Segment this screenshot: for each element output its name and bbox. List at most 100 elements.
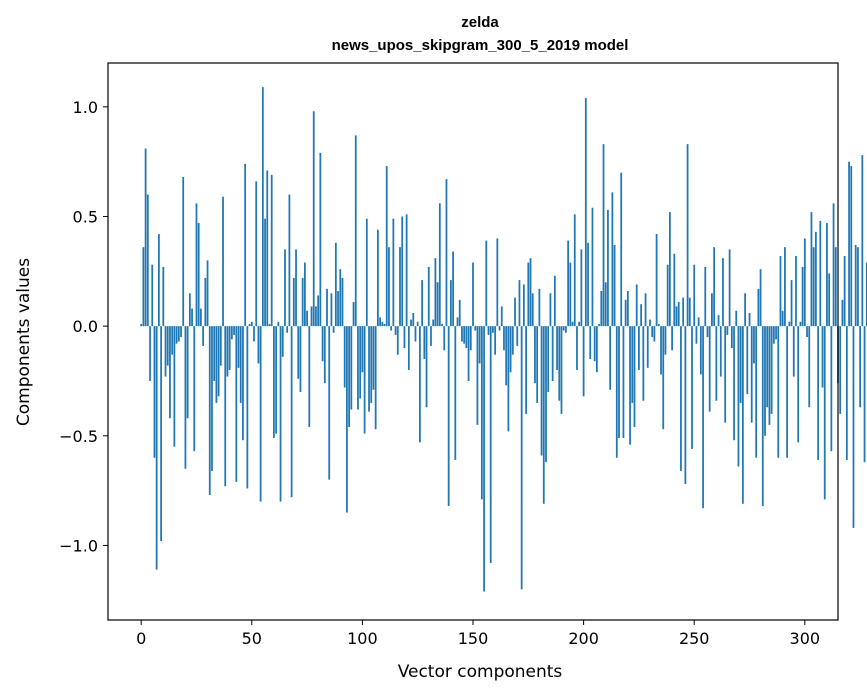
bar xyxy=(390,326,393,331)
bar xyxy=(195,203,198,327)
bar xyxy=(273,326,275,438)
bar xyxy=(474,326,477,331)
bar xyxy=(828,273,831,327)
bar xyxy=(259,326,262,502)
bar xyxy=(635,284,638,327)
y-axis-label: Components values xyxy=(14,258,34,426)
bar xyxy=(688,297,691,327)
bar xyxy=(784,247,786,327)
bar xyxy=(553,275,556,327)
bar xyxy=(735,310,738,327)
bar xyxy=(551,326,554,381)
bar xyxy=(388,247,390,327)
bar xyxy=(799,321,802,327)
bar xyxy=(350,326,353,410)
bar xyxy=(660,326,662,375)
bar xyxy=(576,326,578,371)
bar xyxy=(419,326,421,443)
bar xyxy=(186,326,189,419)
bar xyxy=(394,326,397,335)
bar xyxy=(374,326,377,430)
bar xyxy=(525,326,527,414)
bar xyxy=(458,299,461,327)
bar xyxy=(843,255,846,327)
bar xyxy=(755,326,758,458)
bar xyxy=(768,326,771,425)
bar xyxy=(600,291,603,327)
bar xyxy=(228,326,231,371)
bar xyxy=(626,291,629,327)
bar xyxy=(792,326,795,377)
bar xyxy=(270,174,273,327)
bar xyxy=(299,326,302,392)
bar xyxy=(412,312,415,327)
bar xyxy=(810,212,813,327)
bar xyxy=(162,266,165,327)
bar xyxy=(180,326,182,338)
bar xyxy=(573,214,576,327)
bar xyxy=(558,326,561,401)
y-tick-label: 0.0 xyxy=(73,317,98,336)
bar xyxy=(717,315,720,327)
bar xyxy=(385,166,388,327)
bar xyxy=(171,326,174,355)
bar xyxy=(230,326,233,340)
bar xyxy=(772,326,775,344)
bar xyxy=(341,277,344,327)
bar xyxy=(244,163,247,327)
bar xyxy=(620,172,623,327)
bar xyxy=(368,326,370,412)
bar xyxy=(348,326,351,428)
bar xyxy=(604,282,607,327)
y-tick-label: −1.0 xyxy=(59,536,98,555)
bar xyxy=(711,293,713,327)
bar xyxy=(423,326,426,360)
bar xyxy=(569,262,572,327)
bar xyxy=(447,326,450,506)
bar xyxy=(365,218,368,327)
bar xyxy=(549,293,552,327)
bar xyxy=(339,269,342,327)
bar xyxy=(184,326,187,469)
bar xyxy=(160,326,162,542)
bar xyxy=(476,326,479,425)
bar xyxy=(352,302,355,327)
bar xyxy=(204,277,207,327)
bar xyxy=(456,317,459,327)
bar xyxy=(330,293,333,327)
bar xyxy=(399,247,401,327)
bar xyxy=(469,326,472,351)
bar xyxy=(157,234,160,327)
bar xyxy=(591,207,594,327)
bar xyxy=(531,293,534,327)
bar xyxy=(582,326,585,397)
bar xyxy=(522,284,525,327)
bar xyxy=(403,326,406,349)
bar xyxy=(463,326,466,344)
bar xyxy=(211,326,213,471)
bars-group xyxy=(140,87,867,592)
bar xyxy=(288,194,291,327)
x-tick-label: 0 xyxy=(136,629,146,648)
bar xyxy=(781,310,784,327)
bar xyxy=(208,326,211,495)
bar xyxy=(704,266,707,327)
bar xyxy=(206,260,209,327)
bar xyxy=(242,326,244,441)
bar xyxy=(319,152,322,327)
bar xyxy=(224,326,227,487)
bar xyxy=(169,326,171,419)
bar xyxy=(863,326,866,463)
bar xyxy=(702,326,704,509)
bar xyxy=(253,326,255,342)
bar xyxy=(542,326,545,504)
bar xyxy=(595,326,598,373)
bar xyxy=(680,326,682,471)
bar xyxy=(396,326,399,355)
bar xyxy=(337,291,339,327)
bar xyxy=(279,326,282,502)
bar xyxy=(536,326,539,403)
bar xyxy=(750,326,753,423)
bar xyxy=(334,242,337,327)
x-tick-label: 150 xyxy=(458,629,489,648)
